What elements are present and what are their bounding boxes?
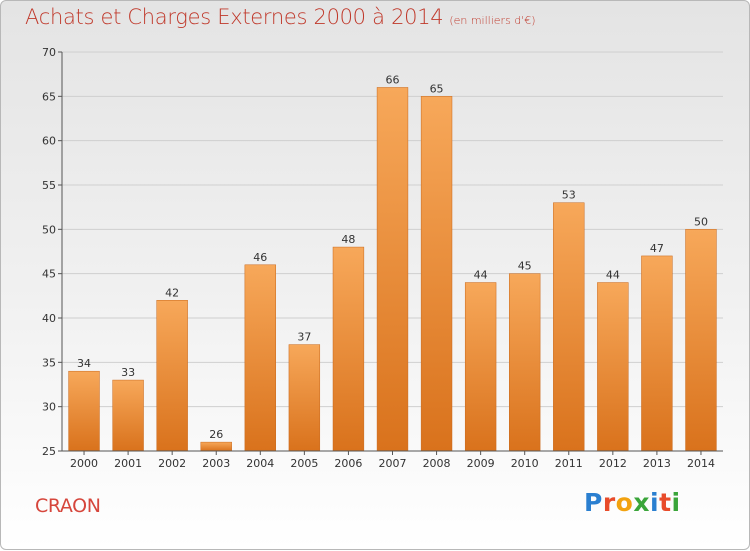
chart-title-text: Achats et Charges Externes 2000 à 2014 [25,5,444,29]
x-tick-label-2012: 2012 [599,457,627,470]
x-tick-label-2000: 2000 [70,457,98,470]
bar-2009 [464,282,497,452]
bar-value-label-2013: 47 [650,242,664,255]
axis-layer: 25 30 35 40 45 50 55 60 65 70 2000 2001 2002 2003 2004… [42,46,723,470]
logo-letter: i [650,488,660,517]
y-tick-label: 25 [42,445,56,458]
bar-2010 [509,273,541,452]
bar-layer: 34 33 42 26 46 37 48 66 65 44 45 53 44 47 50 [68,73,717,452]
logo-letter: i [671,488,681,517]
bar-value-label-2001: 33 [121,366,135,379]
x-tick-label-2001: 2001 [114,457,142,470]
bar-2003 [200,441,232,452]
x-tick-label-2009: 2009 [467,457,495,470]
bar-2005 [288,344,321,452]
bar-value-label-2008: 65 [430,82,444,95]
y-tick-label: 45 [42,268,56,281]
chart-unit: (en milliers d'€) [449,14,536,27]
bar-2008 [420,96,453,452]
x-tick-label-2005: 2005 [290,457,318,470]
logo-letter: o [615,488,634,517]
chart-title: Achats et Charges Externes 2000 à 2014 (e… [25,5,536,29]
bar-value-label-2000: 34 [77,357,91,370]
bar-value-label-2003: 26 [209,428,223,441]
bar-value-label-2014: 50 [694,215,708,228]
bar-2014 [685,229,717,452]
bar-2012 [597,282,629,452]
y-tick-label: 55 [42,179,56,192]
bar-2000 [68,370,100,452]
proxiti-logo: Proxiti [584,488,681,517]
x-tick-label-2011: 2011 [555,457,583,470]
x-tick-label-2006: 2006 [334,457,362,470]
bar-2013 [641,255,673,452]
logo-letter: x [633,488,650,517]
y-tick-label: 50 [42,223,56,236]
bar-2002 [156,300,188,452]
bar-2004 [244,264,276,452]
y-tick-label: 40 [42,312,56,325]
logo-letter: t [659,488,672,517]
bar-value-label-2009: 44 [474,269,488,282]
bar-value-label-2010: 45 [518,260,532,273]
bar-value-label-2004: 46 [253,251,267,264]
x-tick-label-2008: 2008 [423,457,451,470]
bar-value-label-2006: 48 [341,233,355,246]
x-tick-label-2004: 2004 [246,457,274,470]
bar-2011 [553,202,585,452]
y-tick-label: 30 [42,401,56,414]
y-tick-label: 70 [42,46,56,59]
x-tick-label-2013: 2013 [643,457,671,470]
bar-value-label-2005: 37 [297,331,311,344]
logo-letter: r [602,488,616,517]
x-tick-label-2002: 2002 [158,457,186,470]
bar-value-label-2012: 44 [606,269,620,282]
commune-name: CRAON [35,495,101,517]
y-tick-label: 35 [42,356,56,369]
bar-value-label-2011: 53 [562,189,576,202]
y-tick-label: 65 [42,90,56,103]
bar-2001 [112,379,144,452]
x-tick-label-2007: 2007 [379,457,407,470]
bar-value-label-2002: 42 [165,286,179,299]
x-tick-label-2010: 2010 [511,457,539,470]
bar-2006 [332,246,365,452]
bar-value-label-2007: 66 [386,73,400,86]
y-tick-label: 60 [42,135,56,148]
x-tick-label-2014: 2014 [687,457,715,470]
logo-letter: P [584,488,603,517]
x-tick-label-2003: 2003 [202,457,230,470]
bar-2007 [376,87,409,452]
